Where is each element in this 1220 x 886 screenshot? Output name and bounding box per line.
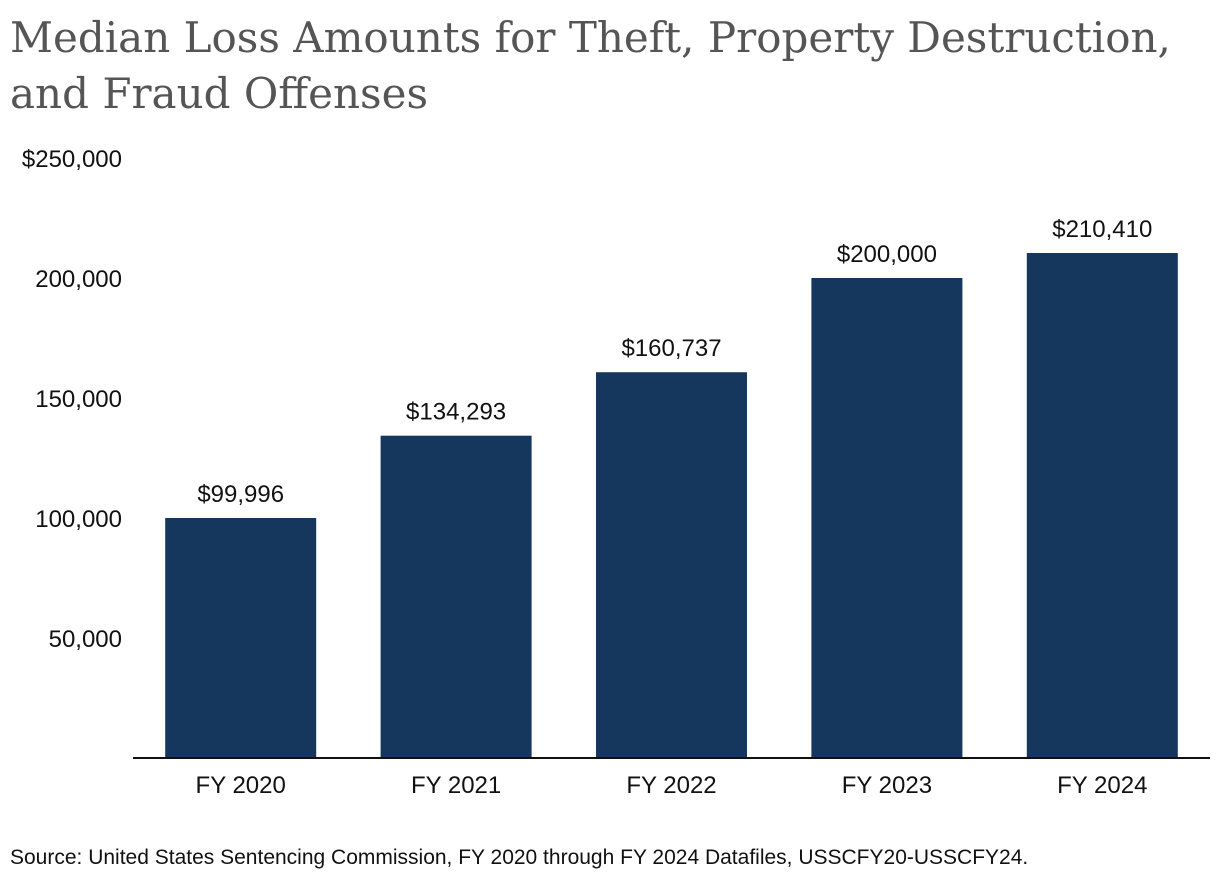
data-labels: $99,996 $134,293 $160,737 $200,000 $210,410	[197, 216, 1152, 508]
chart-title: Median Loss Amounts for Theft, Property …	[10, 13, 1171, 118]
source-note: Source: United States Sentencing Commiss…	[10, 846, 1029, 869]
bar-value-label: $210,410	[1052, 216, 1152, 243]
x-tick-label: FY 2024	[1057, 772, 1147, 799]
bar	[165, 518, 317, 758]
y-tick-label: 100,000	[35, 506, 122, 533]
bar-value-label: $134,293	[406, 399, 506, 426]
y-tick-label: 50,000	[49, 626, 122, 653]
y-tick-label: 200,000	[35, 266, 122, 293]
bar	[380, 435, 532, 758]
x-tick-label: FY 2022	[626, 772, 716, 799]
bar-value-label: $160,737	[621, 335, 721, 362]
bars	[165, 253, 1178, 759]
y-tick-label: $250,000	[22, 146, 122, 173]
bar	[596, 372, 747, 758]
y-axis-ticks: 50,000 100,000 150,000 200,000 $250,000	[22, 146, 122, 653]
y-tick-label: 150,000	[35, 386, 122, 413]
bar	[811, 278, 963, 758]
bar-value-label: $99,996	[197, 481, 284, 508]
x-tick-label: FY 2021	[411, 772, 501, 799]
x-tick-label: FY 2023	[842, 772, 932, 799]
x-tick-label: FY 2020	[196, 772, 286, 799]
bar	[1026, 253, 1178, 759]
x-axis-labels: FY 2020 FY 2021 FY 2022 FY 2023 FY 2024	[196, 772, 1148, 799]
bar-value-label: $200,000	[837, 241, 937, 268]
